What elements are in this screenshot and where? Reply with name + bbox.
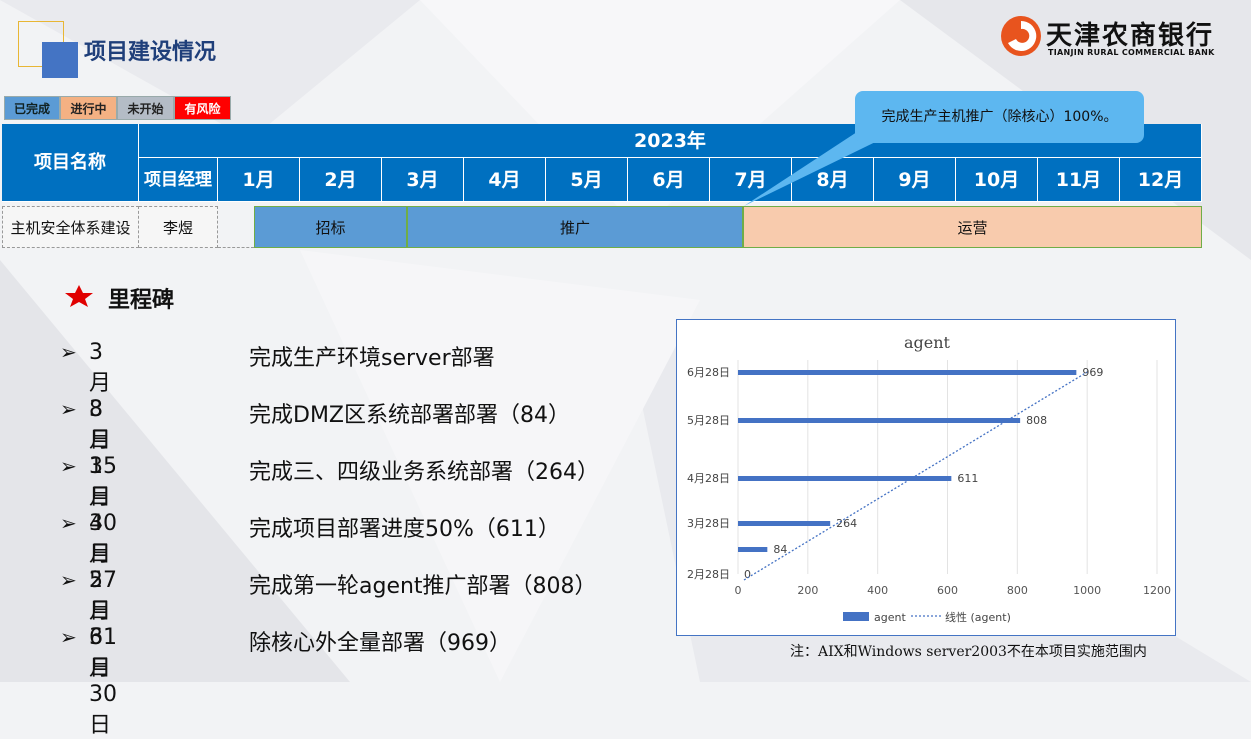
chart-data-label: 611 [957, 472, 978, 485]
month-header-8: 8月 [792, 158, 874, 202]
chart-data-label: 969 [1082, 366, 1103, 379]
phase-rollout: 推广 [407, 206, 743, 248]
month-header-12: 12月 [1120, 158, 1202, 202]
legend-in-progress: 进行中 [60, 96, 117, 120]
chart-data-label: 84 [773, 543, 787, 556]
milestone-date: 4月27日 [89, 511, 117, 624]
month-header-5: 5月 [546, 158, 628, 202]
phase-bidding: 招标 [254, 206, 407, 248]
agent-chart-svg: agent 0 200 400 600 800 1000 1200 2月28日 3月28日 4月28… [687, 333, 1171, 624]
project-row-blank [218, 206, 254, 248]
arrow-bullet-icon: ➢ [60, 454, 77, 478]
chart-x-tick-label: 400 [867, 584, 888, 597]
month-header-1: 1月 [218, 158, 300, 202]
chart-y-tick-label: 4月28日 [687, 472, 730, 485]
month-header-3: 3月 [382, 158, 464, 202]
chart-data-label: 808 [1026, 414, 1047, 427]
chart-legend-label-trend: 线性 (agent) [945, 610, 1011, 624]
legend-not-started: 未开始 [117, 96, 174, 120]
chart-y-tick-label: 5月28日 [687, 414, 730, 427]
header-project-manager: 项目经理 [139, 158, 218, 202]
milestone-date: 6月30日 [89, 625, 117, 738]
milestone-description: 完成项目部署进度50%（611） [249, 517, 560, 542]
chart-x-tick-label: 600 [937, 584, 958, 597]
chart-y-tick-label: 2月28日 [687, 568, 730, 581]
month-header-4: 4月 [464, 158, 546, 202]
milestone-date: 3月30日 [89, 454, 117, 567]
month-header-6: 6月 [628, 158, 710, 202]
chart-x-tick-label: 1000 [1073, 584, 1101, 597]
chart-bar [738, 476, 952, 481]
chart-y-tick-label: 3月28日 [687, 517, 730, 530]
month-header-10: 10月 [956, 158, 1038, 202]
arrow-bullet-icon: ➢ [60, 340, 77, 364]
chart-title: agent [904, 333, 951, 352]
bank-logo-icon [1001, 16, 1041, 56]
arrow-bullet-icon: ➢ [60, 397, 77, 421]
chart-legend-label-agent: agent [874, 611, 906, 624]
chart-bar [738, 370, 1077, 375]
chart-bar [738, 547, 768, 552]
chart-data-label: 0 [744, 568, 751, 581]
project-manager-cell: 李煜 [139, 206, 218, 248]
bank-logo-english: TIANJIN RURAL COMMERCIAL BANK [1048, 48, 1215, 57]
milestone-date: 5月31日 [89, 568, 117, 681]
chart-y-tick-label: 6月28日 [687, 366, 730, 379]
agent-chart: agent 0 200 400 600 800 1000 1200 2月28日 3月28日 4月28… [676, 319, 1176, 636]
chart-x-tick-label: 800 [1007, 584, 1028, 597]
chart-trendline [743, 371, 1088, 581]
footnote: 注：AIX和Windows server2003不在本项目实施范围内 [790, 644, 1147, 660]
chart-x-tick-label: 0 [735, 584, 742, 597]
milestone-description: 除核心外全量部署（969） [249, 631, 511, 656]
chart-data-label: 264 [836, 517, 857, 530]
chart-bar [738, 521, 831, 526]
chart-bar [738, 418, 1021, 423]
milestone-date: 3月15日 [89, 397, 117, 510]
bank-logo: 天津农商银行 TIANJIN RURAL COMMERCIAL BANK [1000, 15, 1240, 60]
project-name-cell: 主机安全体系建设 [2, 206, 139, 248]
chart-x-tick-label: 200 [797, 584, 818, 597]
milestone-description: 完成三、四级业务系统部署（264） [249, 460, 599, 485]
legend-risk: 有风险 [174, 96, 231, 120]
chart-x-tick-label: 1200 [1143, 584, 1171, 597]
title-decoration-block [42, 42, 78, 78]
legend-done: 已完成 [4, 96, 60, 120]
month-header-9: 9月 [874, 158, 956, 202]
month-header-2: 2月 [300, 158, 382, 202]
page-title: 项目建设情况 [84, 40, 217, 65]
callout-note: 完成生产主机推广（除核心）100%。 [855, 91, 1144, 143]
arrow-bullet-icon: ➢ [60, 568, 77, 592]
header-project-name: 项目名称 [2, 124, 139, 202]
callout-pointer [744, 130, 900, 206]
milestone-description: 完成第一轮agent推广部署（808） [249, 574, 597, 599]
phase-operation: 运营 [743, 206, 1202, 248]
milestone-description: 完成DMZ区系统部署部署（84） [249, 403, 570, 428]
month-header-7: 7月 [710, 158, 792, 202]
milestone-date: 3月8日 [89, 340, 112, 453]
milestone-description: 完成生产环境server部署 [249, 346, 495, 371]
bank-logo-name: 天津农商银行 [1046, 21, 1215, 51]
chart-legend-swatch-agent [843, 612, 869, 621]
arrow-bullet-icon: ➢ [60, 625, 77, 649]
milestones-title: 里程碑 [108, 288, 175, 313]
star-icon [65, 285, 93, 307]
arrow-bullet-icon: ➢ [60, 511, 77, 535]
month-header-11: 11月 [1038, 158, 1120, 202]
